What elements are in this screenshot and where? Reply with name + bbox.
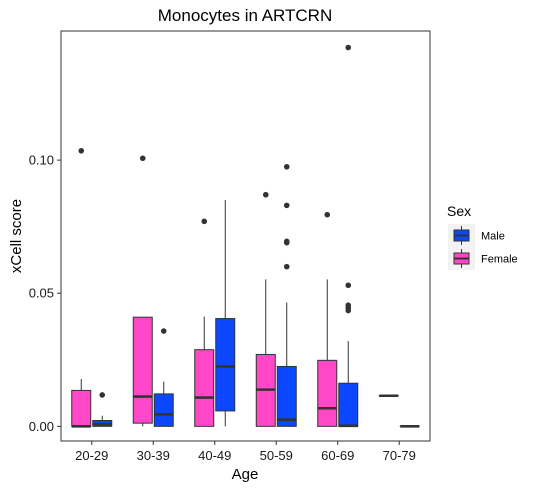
legend-label: Male <box>481 231 505 243</box>
y-axis-title: xCell score <box>8 199 25 273</box>
outlier-point <box>139 155 146 162</box>
box-female-50-59 <box>255 191 276 427</box>
outlier-point <box>262 191 269 198</box>
x-tick-label: 60-69 <box>321 448 354 463</box>
box-female-60-69 <box>317 211 338 427</box>
outlier-point <box>345 282 352 289</box>
x-tick-label: 40-49 <box>198 448 231 463</box>
box-male-20-29 <box>92 392 113 427</box>
box-female-40-49 <box>194 218 215 427</box>
box-male-50-59 <box>276 163 297 427</box>
box-rect <box>276 365 297 427</box>
box-group <box>71 44 420 428</box>
y-tick-label: 0.05 <box>29 286 54 301</box>
box-rect <box>194 349 215 427</box>
outlier-point <box>283 263 290 270</box>
box-rect <box>215 318 236 412</box>
x-tick-label: 50-59 <box>260 448 293 463</box>
outlier-point <box>345 302 352 309</box>
x-tick-label: 30-39 <box>137 448 170 463</box>
box-rect <box>132 316 153 424</box>
outlier-point <box>99 392 106 398</box>
legend-title: Sex <box>447 203 471 219</box>
x-axis-title: Age <box>232 466 259 483</box>
x-axis: 20-29 30-39 40-49 50-59 60-69 70-79 <box>75 441 416 463</box>
outlier-point <box>78 148 85 154</box>
legend-entry-male: Male <box>448 224 505 247</box>
y-tick-label: 0.00 <box>29 419 54 434</box>
y-axis: 0.00 0.05 0.10 <box>29 153 61 434</box>
y-tick-label: 0.10 <box>29 153 54 168</box>
box-female-20-29 <box>71 148 92 428</box>
legend-entry-female: Female <box>448 247 518 270</box>
x-tick-label: 20-29 <box>75 448 108 463</box>
box-male-40-49 <box>215 200 236 427</box>
outlier-point <box>283 238 290 245</box>
box-rect <box>153 393 174 427</box>
outlier-point <box>283 163 290 170</box>
legend-entries: Male Female <box>448 224 518 270</box>
box-male-30-39 <box>153 328 174 427</box>
outlier-point <box>201 218 208 225</box>
x-tick-label: 70-79 <box>383 448 416 463</box>
box-rect <box>71 389 92 427</box>
box-rect <box>338 382 359 427</box>
outlier-point <box>160 328 167 334</box>
box-female-30-39 <box>132 155 153 427</box>
legend-label: Female <box>481 254 518 266</box>
outlier-point <box>324 211 331 218</box>
box-male-60-69 <box>338 44 359 428</box>
chart-title: Monocytes in ARTCRN <box>158 6 332 25</box>
legend: Sex Male Female <box>447 203 518 270</box>
box-rect <box>317 359 338 427</box>
outlier-point <box>283 202 290 209</box>
plot-panel <box>60 30 431 442</box>
outlier-point <box>345 44 352 51</box>
